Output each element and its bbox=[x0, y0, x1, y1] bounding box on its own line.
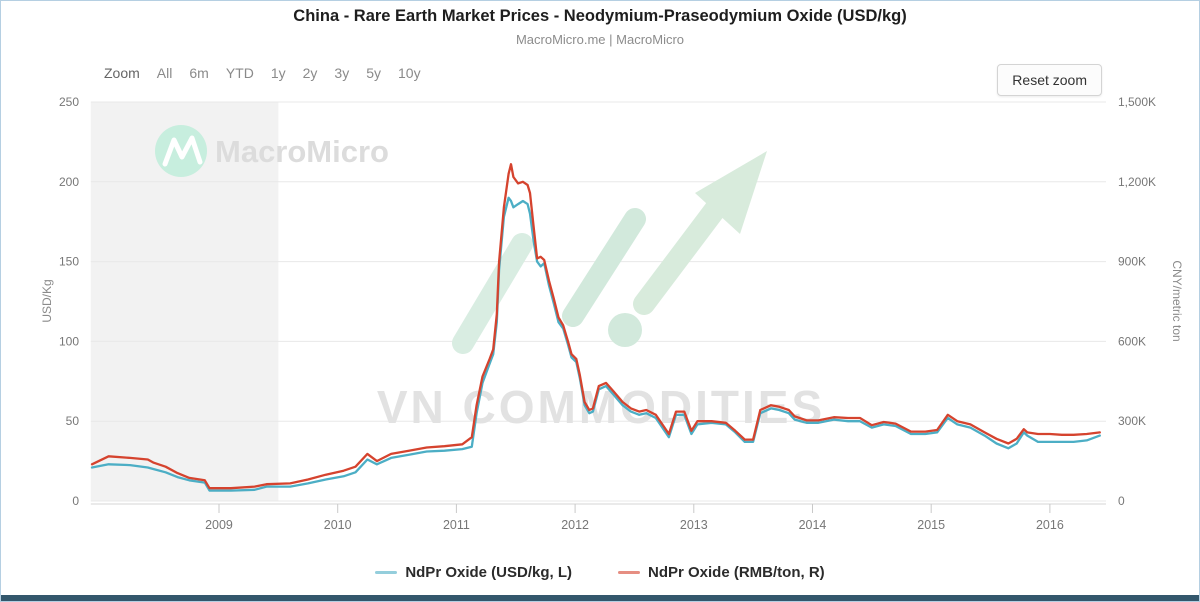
right-axis-tick-label: 1,500K bbox=[1118, 95, 1156, 109]
right-axis-tick-label: 900K bbox=[1118, 255, 1146, 269]
right-axis-tick-label: 1,200K bbox=[1118, 175, 1156, 189]
series-line-rmb bbox=[90, 163, 1101, 490]
chart-legend: NdPr Oxide (USD/kg, L) NdPr Oxide (RMB/t… bbox=[1, 564, 1199, 581]
x-axis-tick-label: 2012 bbox=[561, 518, 589, 532]
legend-label-usd: NdPr Oxide (USD/kg, L) bbox=[405, 564, 572, 581]
right-axis-tick-label: 0 bbox=[1118, 494, 1125, 508]
range-button-6m[interactable]: 6m bbox=[189, 65, 209, 81]
x-axis-tick-label: 2014 bbox=[799, 518, 827, 532]
range-button-2y[interactable]: 2y bbox=[302, 65, 318, 81]
range-button-ytd[interactable]: YTD bbox=[225, 65, 254, 81]
legend-swatch-teal-icon bbox=[375, 571, 398, 574]
legend-item-rmb[interactable]: NdPr Oxide (RMB/ton, R) bbox=[618, 564, 825, 581]
x-axis-tick-label: 2013 bbox=[680, 518, 708, 532]
left-axis-tick-label: 150 bbox=[59, 255, 79, 269]
x-axis-tick-label: 2010 bbox=[324, 518, 352, 532]
left-axis-title: USD/Kg bbox=[40, 279, 54, 322]
legend-label-rmb: NdPr Oxide (RMB/ton, R) bbox=[648, 564, 825, 581]
left-axis-tick-label: 200 bbox=[59, 175, 79, 189]
legend-item-usd[interactable]: NdPr Oxide (USD/kg, L) bbox=[375, 564, 572, 581]
right-axis-tick-label: 300K bbox=[1118, 414, 1146, 428]
range-button-3y[interactable]: 3y bbox=[334, 65, 350, 81]
left-axis-tick-label: 100 bbox=[59, 334, 79, 348]
chart-subtitle: MacroMicro.me | MacroMicro bbox=[515, 32, 685, 47]
chart-title: China - Rare Earth Market Prices - Neody… bbox=[293, 7, 907, 25]
range-button-10y[interactable]: 10y bbox=[398, 65, 421, 81]
watermark-layer: MacroMicro VN COMMODITIES bbox=[155, 125, 822, 433]
window-bottom-border bbox=[1, 595, 1199, 601]
range-button-5y[interactable]: 5y bbox=[366, 65, 381, 81]
right-axis-tick-label: 600K bbox=[1118, 334, 1146, 348]
range-button-all[interactable]: All bbox=[156, 65, 173, 81]
macromicro-watermark-text: MacroMicro bbox=[215, 134, 389, 169]
right-axis-title: CNY/metric ton bbox=[1170, 260, 1184, 341]
left-axis-tick-label: 50 bbox=[66, 414, 80, 428]
x-axis-tick-label: 2015 bbox=[917, 518, 945, 532]
x-axis-tick-label: 2016 bbox=[1036, 518, 1064, 532]
left-axis-tick-label: 250 bbox=[59, 95, 79, 109]
trend-arrow-watermark-icon bbox=[452, 151, 767, 354]
x-axis-tick-label: 2011 bbox=[443, 518, 470, 532]
left-axis-tick-label: 0 bbox=[72, 494, 79, 508]
range-button-1y[interactable]: 1y bbox=[270, 65, 286, 81]
legend-swatch-red-icon bbox=[618, 571, 640, 574]
x-axis-tick-label: 2009 bbox=[205, 518, 233, 532]
zoom-label: Zoom bbox=[104, 65, 140, 81]
macromicro-logo-m-icon bbox=[162, 135, 203, 167]
zoom-toolbar: Zoom All 6m YTD 1y 2y 3y 5y 10y bbox=[104, 65, 421, 81]
reset-zoom-button[interactable]: Reset zoom bbox=[997, 64, 1102, 96]
